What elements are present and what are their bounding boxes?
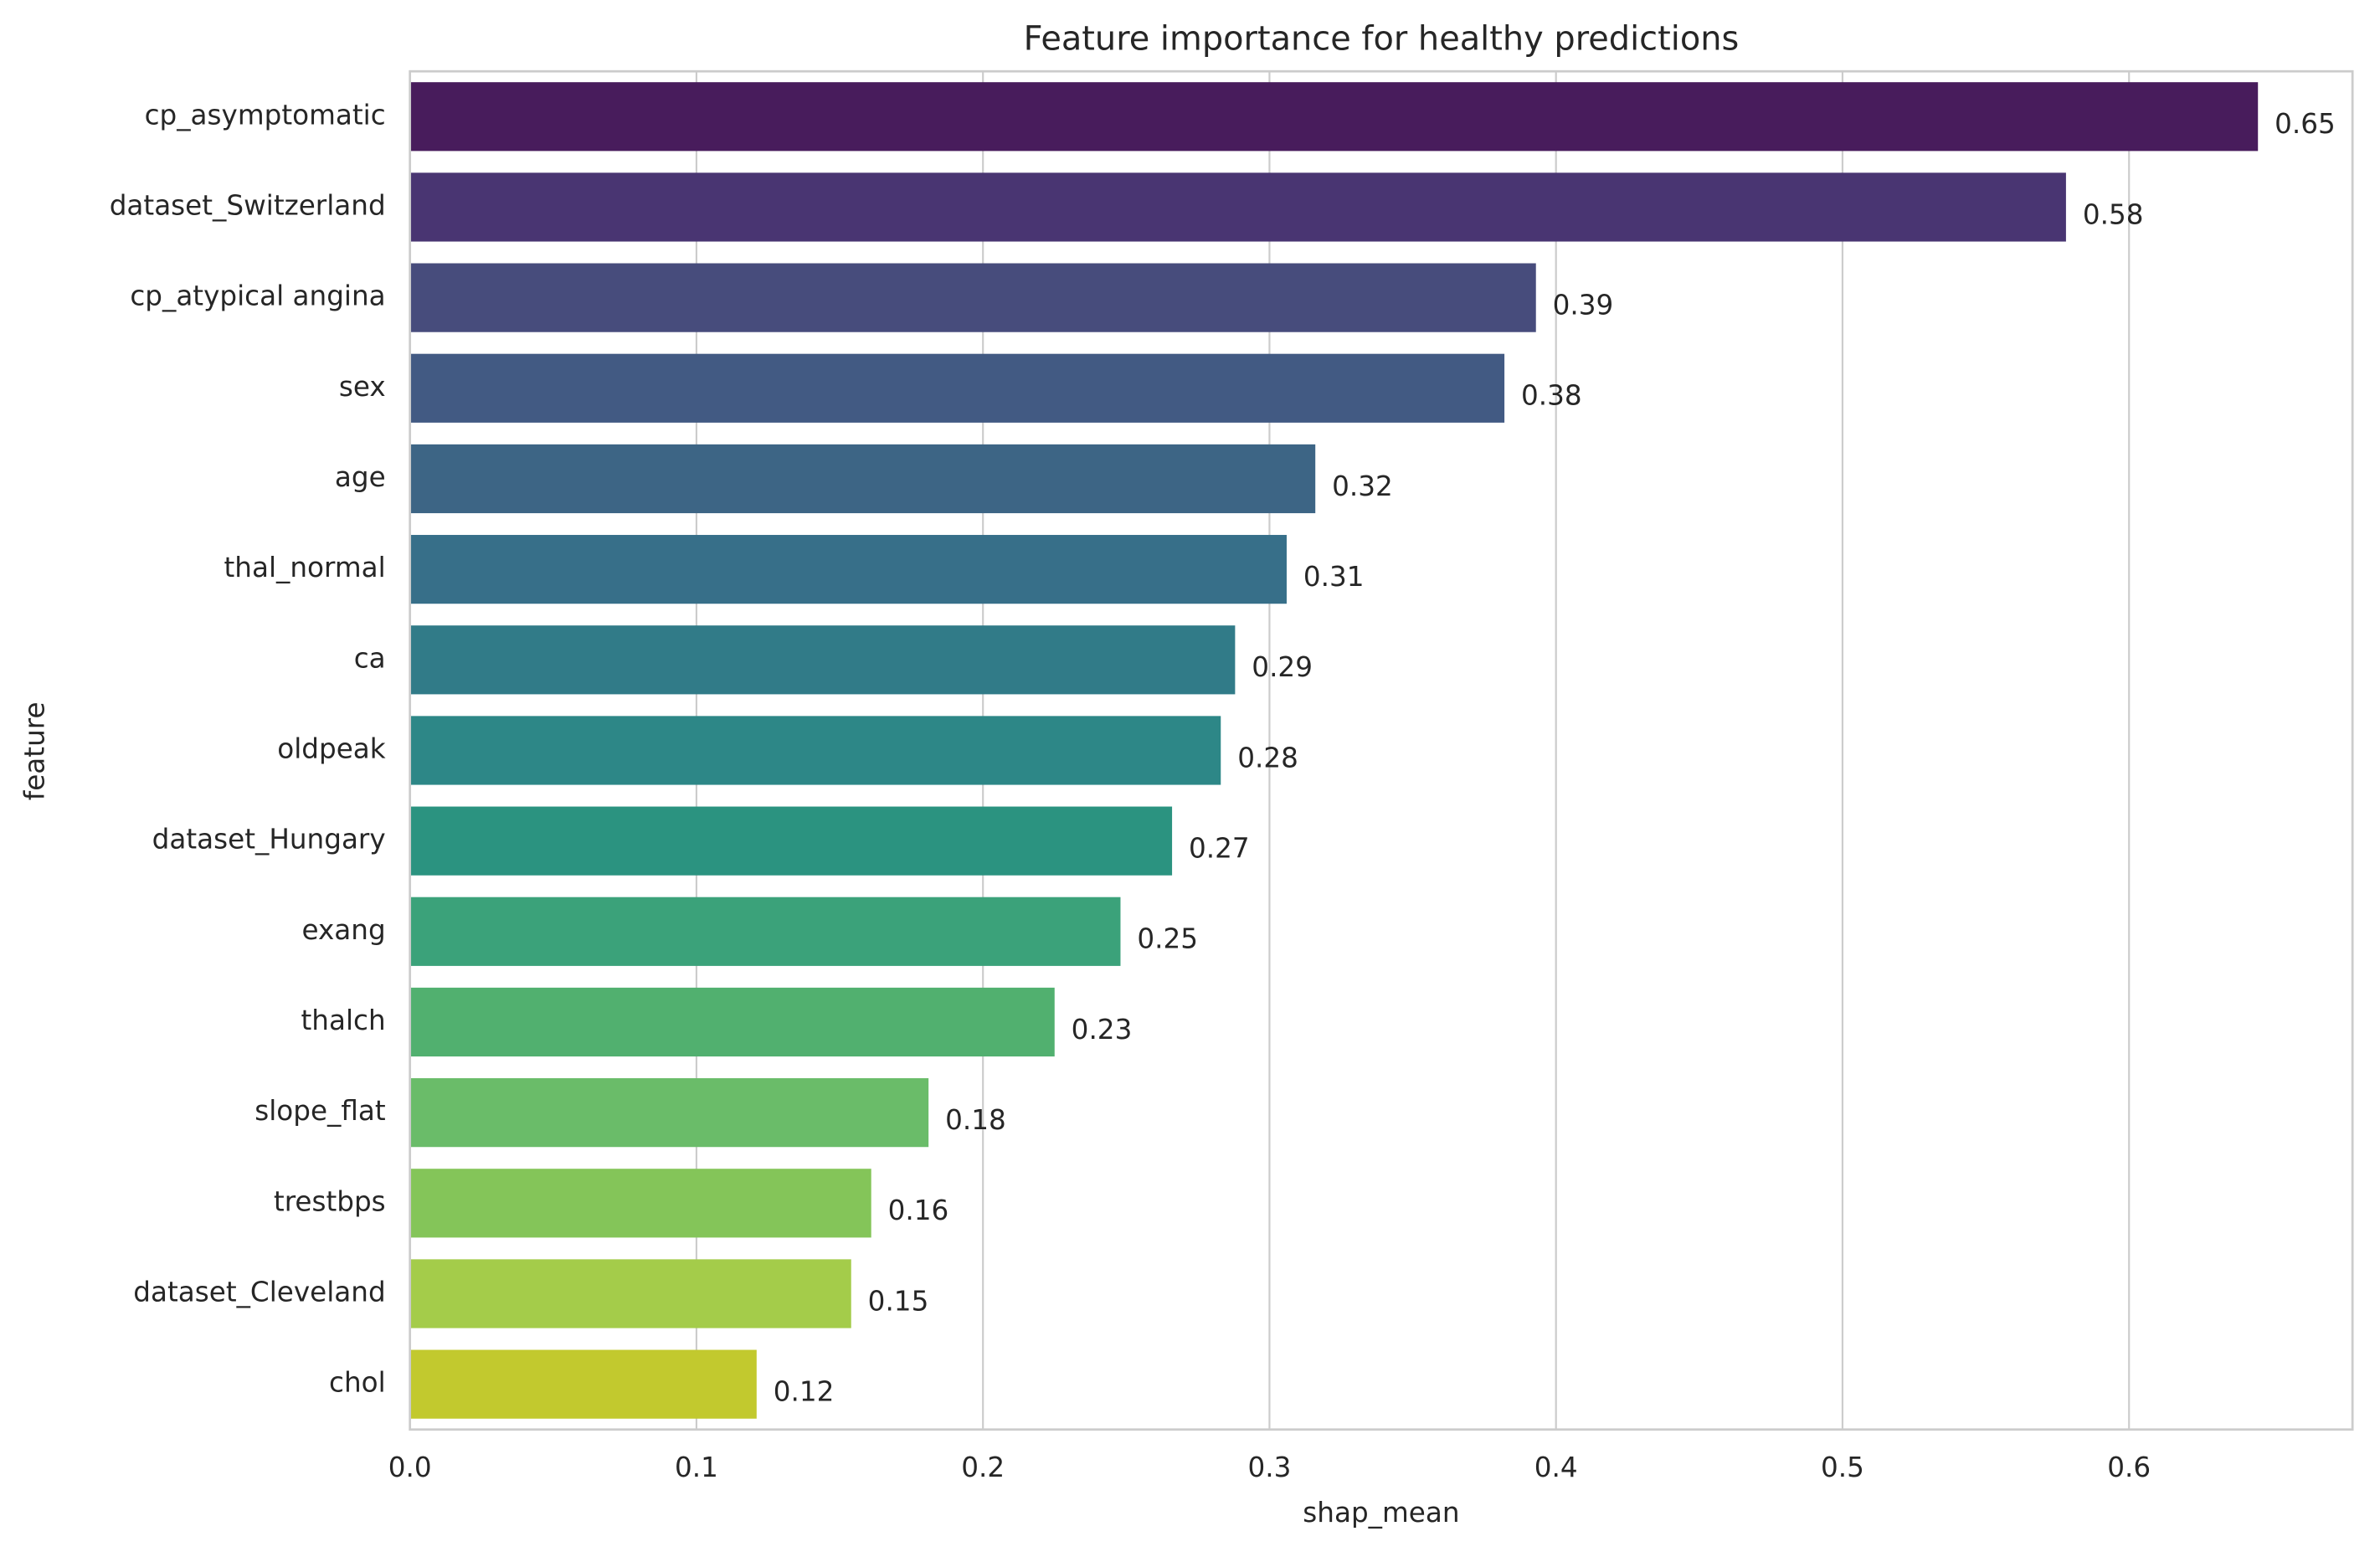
bar — [409, 263, 1536, 332]
bar — [409, 82, 2259, 152]
x-tick-label: 0.4 — [1534, 1452, 1578, 1483]
bar — [409, 1169, 871, 1238]
bar — [409, 716, 1221, 785]
bar — [409, 444, 1316, 514]
y-tick-label: cp_asymptomatic — [145, 99, 386, 131]
chart-title: Feature importance for healthy predictio… — [1024, 19, 1740, 58]
y-tick-label: exang — [301, 914, 385, 946]
y-tick-label: chol — [329, 1367, 386, 1399]
value-label: 0.27 — [1189, 833, 1250, 865]
x-tick-label: 0.1 — [675, 1452, 718, 1483]
value-label: 0.32 — [1332, 470, 1393, 502]
x-tick-label: 0.3 — [1247, 1452, 1291, 1483]
bar — [409, 353, 1505, 423]
bar — [409, 1349, 757, 1419]
y-tick-label: thal_normal — [224, 552, 386, 583]
bar — [409, 1078, 929, 1148]
y-tick-label: dataset_Switzerland — [110, 189, 386, 221]
y-tick-label: thalch — [301, 1005, 386, 1036]
y-axis-label: feature — [19, 701, 51, 800]
x-axis-label: shap_mean — [1303, 1497, 1459, 1529]
y-tick-label: dataset_Hungary — [152, 824, 386, 856]
y-tick-label: ca — [354, 642, 386, 674]
y-tick-label: slope_flat — [254, 1095, 386, 1127]
value-label: 0.23 — [1072, 1014, 1133, 1046]
y-tick-label: dataset_Cleveland — [133, 1276, 385, 1308]
y-tick-label: oldpeak — [277, 732, 386, 764]
value-label: 0.29 — [1252, 651, 1313, 683]
y-tick-label: sex — [339, 371, 386, 403]
x-tick-label: 0.2 — [961, 1452, 1005, 1483]
value-label: 0.15 — [868, 1285, 929, 1317]
value-label: 0.28 — [1237, 742, 1298, 773]
value-label: 0.25 — [1137, 923, 1198, 955]
bar — [409, 987, 1055, 1057]
value-label: 0.12 — [774, 1376, 835, 1408]
value-label: 0.16 — [888, 1195, 949, 1226]
bar — [409, 172, 2066, 242]
value-label: 0.31 — [1303, 561, 1365, 593]
value-label: 0.39 — [1553, 290, 1614, 321]
bar — [409, 1259, 851, 1328]
plot-frame — [409, 69, 2354, 1431]
y-tick-label: age — [335, 461, 386, 493]
bar — [409, 535, 1287, 604]
y-tick-label: cp_atypical angina — [130, 280, 385, 312]
value-label: 0.58 — [2083, 198, 2144, 230]
value-label: 0.38 — [1521, 380, 1582, 412]
x-tick-label: 0.6 — [2107, 1452, 2151, 1483]
x-tick-label: 0.0 — [388, 1452, 432, 1483]
value-label: 0.65 — [2275, 108, 2336, 140]
bar — [409, 806, 1173, 876]
bar — [409, 897, 1121, 966]
x-tick-label: 0.5 — [1821, 1452, 1864, 1483]
value-label: 0.18 — [945, 1104, 1006, 1136]
bar — [409, 625, 1236, 695]
y-tick-label: trestbps — [274, 1185, 386, 1217]
